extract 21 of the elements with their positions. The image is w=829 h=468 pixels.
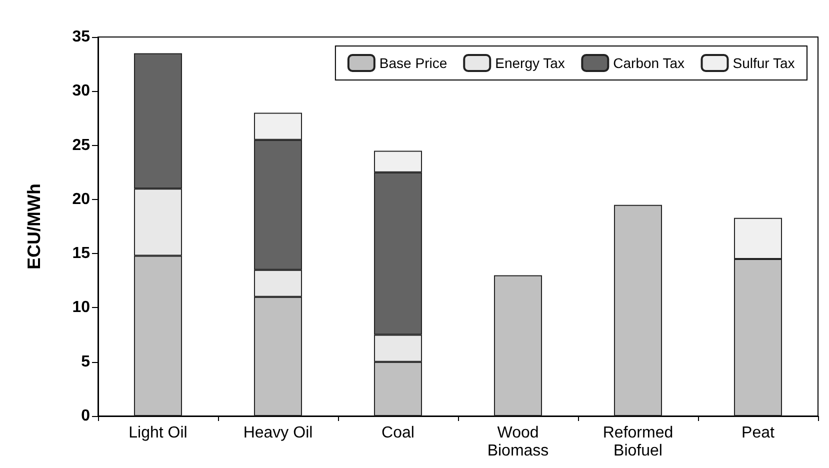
x-tick-label: Coal: [382, 424, 414, 442]
y-tick-label: 25: [72, 136, 90, 154]
legend-label: Sulfur Tax: [732, 55, 795, 71]
legend-label: Carbon Tax: [613, 55, 685, 71]
x-tick-label: Wood Biomass: [487, 424, 549, 460]
y-tick-label: 20: [72, 190, 90, 208]
x-tick-label: Peat: [742, 424, 776, 442]
x-tick-label: Light Oil: [128, 424, 188, 442]
legend-label: Energy Tax: [495, 55, 565, 71]
y-tick-label: 10: [72, 299, 90, 316]
y-axis-title: ECU/MWh: [24, 184, 44, 270]
x-tick-label: Heavy Oil: [243, 424, 313, 442]
y-tick-label: 30: [72, 82, 90, 100]
bar: [494, 275, 542, 416]
bar: [614, 204, 662, 416]
y-tick-label: 5: [81, 353, 90, 370]
x-tick-label: Reformed Biofuel: [602, 424, 674, 460]
legend-label: Base Price: [379, 55, 448, 71]
y-tick-label: 0: [81, 408, 90, 424]
y-tick-label: 35: [72, 28, 90, 46]
y-tick-label: 15: [72, 245, 90, 262]
